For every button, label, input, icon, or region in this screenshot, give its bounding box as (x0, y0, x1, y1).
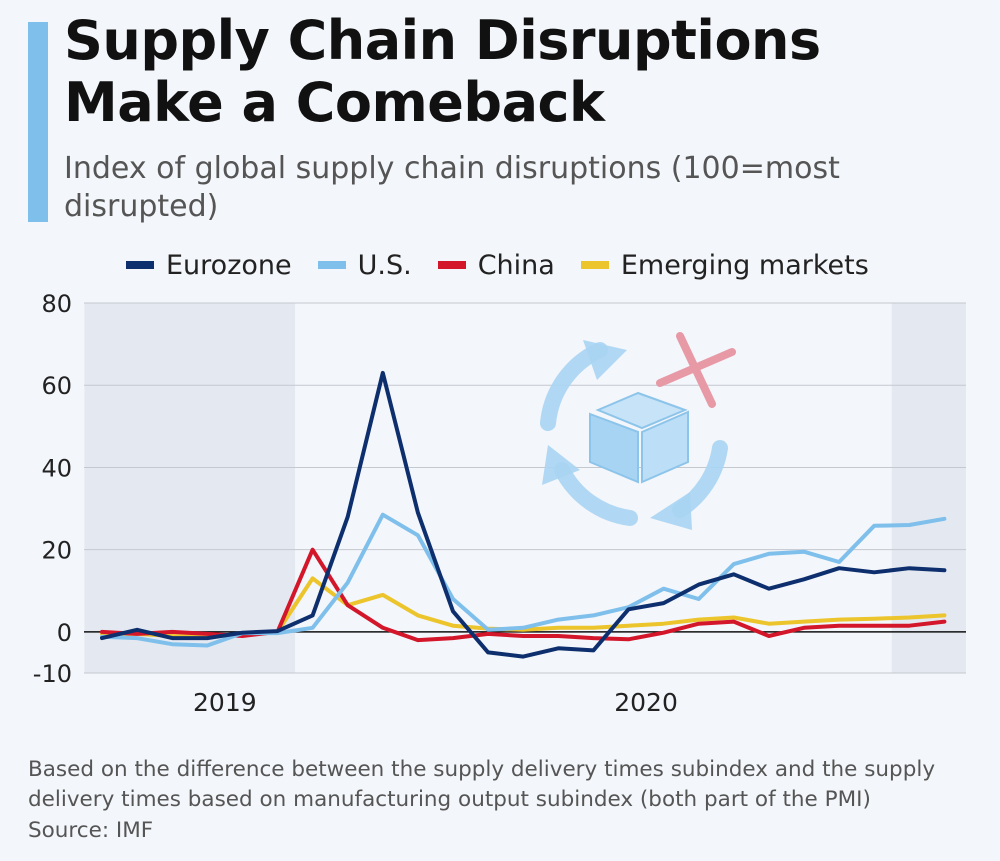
chart-subtitle: Index of global supply chain disruptions… (64, 151, 840, 224)
y-axis-ticks: 80 60 40 20 0 -10 (33, 290, 72, 688)
accent-bar (28, 22, 48, 222)
y-tick-label: 80 (41, 290, 72, 318)
legend-label-us: U.S. (357, 249, 412, 281)
shaded-periods (84, 303, 966, 673)
x-tick-label: 2020 (614, 688, 678, 717)
supply-chain-broken-icon (540, 332, 736, 530)
legend-item-us: U.S. (317, 249, 412, 281)
chart-title: Supply Chain Disruptions Make a Comeback (64, 9, 821, 134)
legend-item-eurozone: Eurozone (126, 250, 292, 281)
series-lines (100, 370, 947, 659)
legend-label-emerging: Emerging markets (620, 249, 869, 281)
shaded-period-0 (84, 303, 296, 673)
series-line-china (100, 547, 947, 643)
gridlines (84, 302, 966, 674)
legend-swatch-us (317, 261, 346, 269)
legend-swatch-eurozone (126, 261, 154, 269)
y-tick-label: 20 (41, 537, 72, 565)
legend-swatch-china (437, 261, 466, 269)
legend: Eurozone U.S. China Emerging markets (126, 248, 869, 282)
legend-swatch-emerging (580, 261, 609, 269)
footnote: Based on the difference between the supp… (28, 757, 936, 812)
x-axis-ticks: 201920202021 (193, 688, 678, 717)
legend-label-eurozone: Eurozone (166, 249, 292, 281)
legend-item-emerging: Emerging markets (580, 249, 869, 281)
y-tick-label: -10 (33, 660, 72, 688)
y-tick-label: 60 (41, 372, 72, 400)
legend-label-china: China (477, 249, 555, 281)
shaded-period-1 (891, 303, 966, 673)
y-tick-label: 40 (41, 454, 72, 482)
legend-item-china: China (437, 249, 555, 281)
x-tick-label: 2019 (193, 688, 257, 717)
source-note: Source: IMF (28, 818, 154, 843)
series-line-eurozone (100, 370, 947, 659)
y-tick-label: 0 (57, 619, 72, 647)
